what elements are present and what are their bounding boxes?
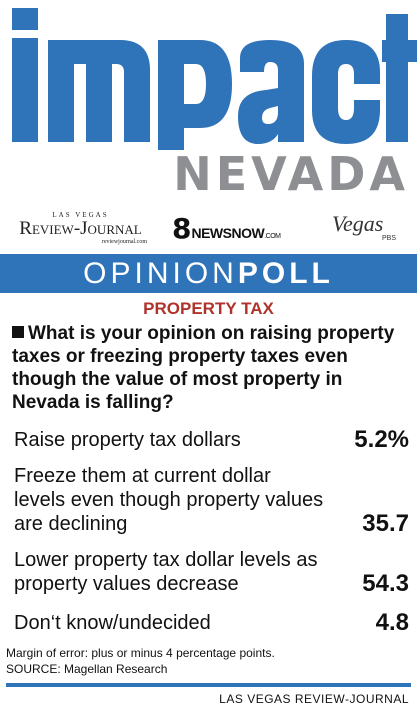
- rj-url: reviewjournal.com: [101, 239, 147, 245]
- vegas-name: Vegas: [332, 211, 384, 236]
- poll-row-label: Lower property tax dollar levels as prop…: [14, 549, 318, 595]
- banner-poll: POLL: [237, 257, 334, 290]
- poll-row-value: 5.2%: [354, 426, 409, 453]
- poll-row-value: 35.7: [362, 510, 409, 537]
- review-journal-logo: LAS VEGAS Review-Journal reviewjournal.c…: [8, 211, 153, 246]
- news-suffix: .COM: [264, 233, 281, 240]
- poll-row-value: 54.3: [362, 570, 409, 597]
- rj-name: Review-Journal: [19, 218, 142, 239]
- news-channel-number: 8: [172, 212, 192, 245]
- footer-rule: [6, 683, 411, 687]
- source-note: SOURCE: Magellan Research: [6, 662, 168, 676]
- impact-logo: [0, 0, 417, 150]
- news-name: NEWSNOW.COM: [191, 225, 281, 241]
- opinion-poll-banner: OPINIONPOLL: [0, 254, 417, 293]
- news-name-text: NEWSNOW: [191, 225, 265, 241]
- vegas-pbs-logo: Vegas PBS: [332, 211, 412, 247]
- poll-row-label: Don‘t know/undecided: [14, 612, 211, 634]
- poll-row-label: Raise property tax dollars: [14, 429, 241, 451]
- rj-small-text: LAS VEGAS: [52, 211, 109, 219]
- poll-question-text: What is your opinion on raising property…: [12, 323, 395, 413]
- banner-opinion: OPINION: [83, 257, 238, 290]
- pbs-text: PBS: [382, 235, 397, 242]
- nevada-logo-text: NEVADA: [173, 147, 409, 201]
- margin-of-error: Margin of error: plus or minus 4 percent…: [6, 646, 275, 660]
- sponsor-logos: LAS VEGAS Review-Journal reviewjournal.c…: [0, 205, 417, 250]
- credit-line: LAS VEGAS REVIEW-JOURNAL: [219, 692, 409, 706]
- newsnow-logo: 8 NEWSNOW.COM: [172, 212, 281, 245]
- impact-logo-graphic: [0, 0, 417, 150]
- poll-question: What is your opinion on raising property…: [12, 322, 410, 414]
- poll-row-value: 4.8: [375, 609, 409, 636]
- poll-row-label: Freeze them at current dollar levels eve…: [14, 465, 324, 535]
- poll-topic: PROPERTY TAX: [143, 299, 274, 318]
- square-bullet-icon: [12, 326, 24, 338]
